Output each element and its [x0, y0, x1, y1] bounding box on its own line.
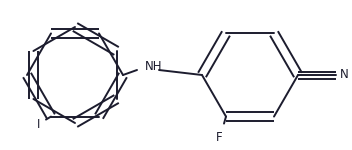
Text: N: N — [340, 69, 349, 81]
Text: I: I — [37, 118, 41, 131]
Text: NH: NH — [145, 60, 163, 74]
Text: F: F — [216, 131, 222, 144]
